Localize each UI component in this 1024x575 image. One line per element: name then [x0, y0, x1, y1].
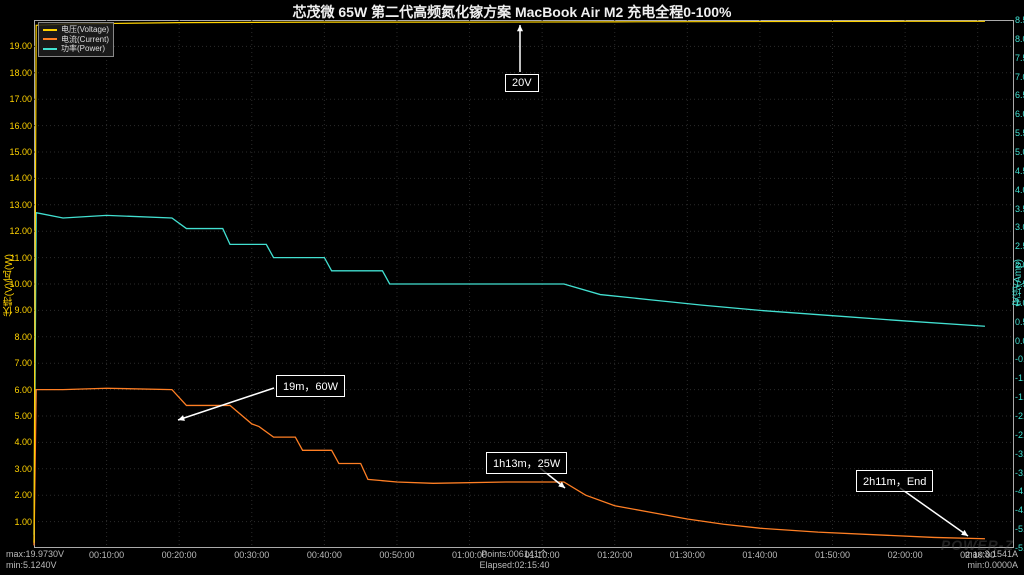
- xtick-label: 01:10:00: [525, 550, 560, 560]
- ytick-right: -2.00: [1015, 411, 1024, 421]
- ytick-left: 9.00: [14, 305, 32, 315]
- legend-label: 电流(Current): [61, 35, 109, 45]
- status-left: max:19.9730V min:5.1240V: [6, 549, 64, 575]
- xtick-label: 01:30:00: [670, 550, 705, 560]
- xtick-label: 01:20:00: [597, 550, 632, 560]
- ytick-left: 1.00: [14, 517, 32, 527]
- ytick-right: -5.00: [1015, 524, 1024, 534]
- status-min-a: min:0.0000A: [965, 560, 1018, 571]
- status-max-v: max:19.9730V: [6, 549, 64, 560]
- ytick-right: -1.00: [1015, 373, 1024, 383]
- ytick-right: 4.00: [1015, 185, 1024, 195]
- xtick-label: 00:10:00: [89, 550, 124, 560]
- ytick-left: 13.00: [9, 200, 32, 210]
- ytick-right: -2.50: [1015, 430, 1024, 440]
- xtick-label: 00:40:00: [307, 550, 342, 560]
- ytick-left: 8.00: [14, 332, 32, 342]
- ytick-left: 10.00: [9, 279, 32, 289]
- ytick-left: 15.00: [9, 147, 32, 157]
- legend-item: 功率(Power): [43, 44, 109, 54]
- ytick-right: 8.50: [1015, 15, 1024, 25]
- ytick-right: 2.50: [1015, 241, 1024, 251]
- ytick-left: 19.00: [9, 41, 32, 51]
- ytick-right: -5.50: [1015, 543, 1024, 553]
- ytick-right: 2.00: [1015, 260, 1024, 270]
- ytick-left: 14.00: [9, 173, 32, 183]
- anno-end: 2h11m，End: [856, 470, 933, 492]
- status-bar: max:19.9730V min:5.1240V Points:006141个 …: [0, 549, 1024, 575]
- ytick-right: 3.00: [1015, 222, 1024, 232]
- xtick-label: 00:50:00: [379, 550, 414, 560]
- ytick-left: 18.00: [9, 68, 32, 78]
- ytick-right: 4.50: [1015, 166, 1024, 176]
- ytick-right: 5.00: [1015, 147, 1024, 157]
- ytick-left: 12.00: [9, 226, 32, 236]
- xtick-label: 00:20:00: [162, 550, 197, 560]
- xtick-label: 01:40:00: [742, 550, 777, 560]
- ytick-left: 7.00: [14, 358, 32, 368]
- ytick-right: 1.00: [1015, 298, 1024, 308]
- status-elapsed: Elapsed:02:15:40: [479, 560, 549, 571]
- ytick-right: 7.50: [1015, 53, 1024, 63]
- ytick-right: -3.50: [1015, 468, 1024, 478]
- ytick-right: -4.50: [1015, 505, 1024, 515]
- legend-label: 功率(Power): [61, 44, 105, 54]
- ytick-right: 3.50: [1015, 204, 1024, 214]
- legend-label: 电压(Voltage): [61, 25, 109, 35]
- ytick-left: 4.00: [14, 437, 32, 447]
- xtick-label: 01:00:00: [452, 550, 487, 560]
- xtick-label: 01:50:00: [815, 550, 850, 560]
- ytick-right: 0.50: [1015, 317, 1024, 327]
- ytick-right: 1.50: [1015, 279, 1024, 289]
- anno-1h13: 1h13m，25W: [486, 452, 567, 474]
- chart-title: 芯茂微 65W 第二代高频氮化镓方案 MacBook Air M2 充电全程0-…: [0, 2, 1024, 22]
- ytick-right: -0.50: [1015, 354, 1024, 364]
- ytick-left: 11.00: [10, 253, 32, 263]
- legend-item: 电流(Current): [43, 35, 109, 45]
- legend: 电压(Voltage)电流(Current)功率(Power): [38, 22, 114, 57]
- ytick-left: 2.00: [14, 490, 32, 500]
- ytick-right: 7.00: [1015, 72, 1024, 82]
- anno-19m: 19m，60W: [276, 375, 345, 397]
- ytick-right: 6.50: [1015, 90, 1024, 100]
- ytick-left: 17.00: [9, 94, 32, 104]
- legend-item: 电压(Voltage): [43, 25, 109, 35]
- ytick-left: 16.00: [9, 121, 32, 131]
- power-line: [34, 213, 985, 535]
- ytick-right: -3.00: [1015, 449, 1024, 459]
- ytick-left: 6.00: [14, 385, 32, 395]
- ytick-right: -4.00: [1015, 486, 1024, 496]
- ytick-right: 8.00: [1015, 34, 1024, 44]
- ytick-right: 0.00: [1015, 336, 1024, 346]
- ytick-left: 5.00: [14, 411, 32, 421]
- ytick-right: 5.50: [1015, 128, 1024, 138]
- xtick-label: 02:00:00: [888, 550, 923, 560]
- status-min-v: min:5.1240V: [6, 560, 64, 571]
- xtick-label: 02:10:00: [960, 550, 995, 560]
- chart-root: 芯茂微 65W 第二代高频氮化镓方案 MacBook Air M2 充电全程0-…: [0, 0, 1024, 575]
- legend-swatch: [43, 29, 57, 31]
- xtick-label: 00:30:00: [234, 550, 269, 560]
- ytick-left: 3.00: [14, 464, 32, 474]
- anno-20v: 20V: [505, 74, 539, 92]
- ytick-right: -1.50: [1015, 392, 1024, 402]
- legend-swatch: [43, 38, 57, 40]
- legend-swatch: [43, 48, 57, 50]
- ytick-right: 6.00: [1015, 109, 1024, 119]
